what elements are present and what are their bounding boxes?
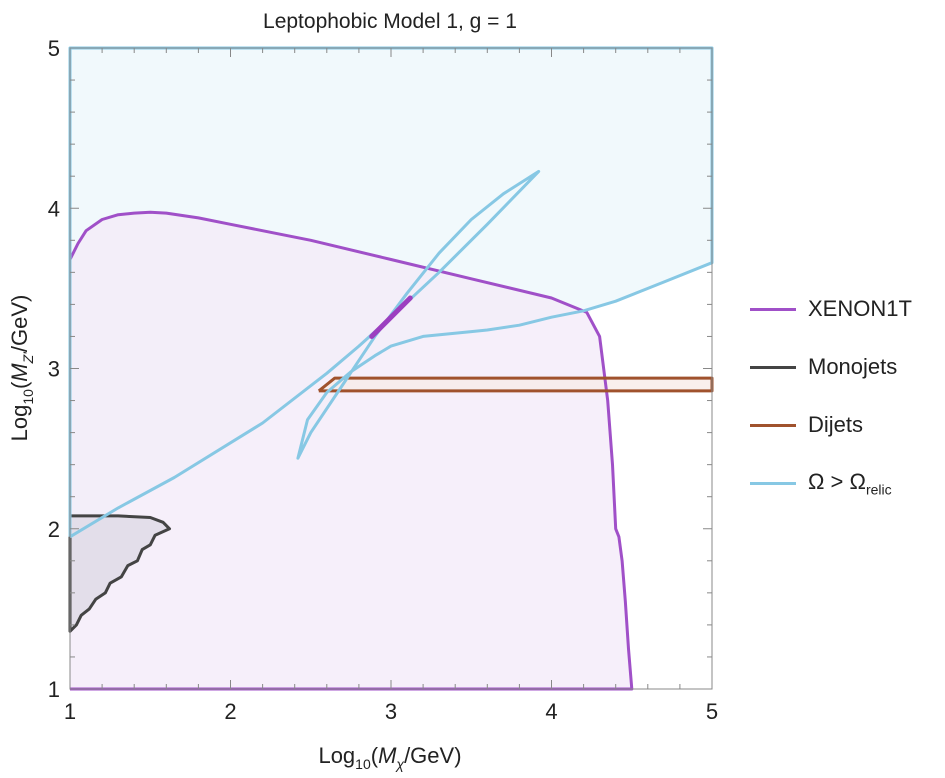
axis-ticks <box>69 47 713 690</box>
legend-swatch-xenon1t <box>750 307 796 311</box>
x-axis-label-unit: /GeV) <box>404 743 461 768</box>
x-tick-label: 4 <box>545 699 557 724</box>
y-axis-label-unit: /GeV) <box>7 295 32 352</box>
region-fill-monojets <box>70 515 170 632</box>
y-axis-label-open: ( <box>7 381 32 389</box>
region-outline-xenon1t <box>68 210 634 691</box>
y-tick-label: 2 <box>48 517 60 542</box>
x-tick-label: 2 <box>224 699 236 724</box>
legend-item-xenon1t: XENON1T <box>750 280 912 338</box>
y-tick-label: 3 <box>48 357 60 382</box>
legend-label-dijets: Dijets <box>808 412 864 437</box>
y-axis-label-variable: M <box>7 363 32 382</box>
legend-swatch-dijets <box>750 423 796 427</box>
y-tick-label: 4 <box>48 196 60 221</box>
x-axis-label-variable-subscript: χ <box>394 756 404 772</box>
legend-label-xenon1t: XENON1T <box>808 296 912 321</box>
x-axis-label-variable: M <box>378 743 397 768</box>
legend-swatch-relic <box>750 481 796 485</box>
x-tick-label: 5 <box>706 699 718 724</box>
annotation-segment-0 <box>369 295 413 339</box>
legend-label-monojets: Monojets <box>808 354 898 379</box>
region-fill-dijets <box>318 378 712 391</box>
legend-label-relic: Ω > Ωrelic <box>808 469 892 497</box>
x-axis-label: Log10(Mχ/GeV) <box>318 743 461 772</box>
y-tick-label: 1 <box>48 677 60 702</box>
y-tick-label: 5 <box>48 36 60 61</box>
region-outline-monojets <box>68 514 171 633</box>
x-axis-label-prefix: Log <box>318 743 355 768</box>
x-tick-label: 3 <box>385 699 397 724</box>
legend-label-relic-main: Ω > Ω <box>808 468 866 494</box>
annotations <box>369 295 413 339</box>
chart-title: Leptophobic Model 1, g = 1 <box>263 10 517 33</box>
legend-swatch-monojets <box>750 365 796 369</box>
x-axis-label-subscript: 10 <box>355 756 371 772</box>
y-axis-label-subscript: 10 <box>20 389 36 405</box>
legend-item-relic: Ω > Ωrelic <box>750 454 912 512</box>
legend-item-dijets: Dijets <box>750 396 912 454</box>
region-fills <box>70 48 712 690</box>
x-axis-label-open: ( <box>371 743 379 768</box>
axis-tick-labels: 1 2 3 4 5 1 2 3 4 5 <box>48 36 718 724</box>
y-axis-label-variable-subscript: Z' <box>20 351 36 365</box>
x-tick-label: 1 <box>64 699 76 724</box>
y-axis-label-prefix: Log <box>7 405 32 442</box>
legend-label-relic-subscript: relic <box>865 481 892 498</box>
legend: XENON1T Monojets Dijets Ω > Ωrelic <box>750 280 912 512</box>
region-fill-xenon1t <box>70 212 632 690</box>
legend-item-monojets: Monojets <box>750 338 912 396</box>
y-axis-label: Log10(MZ'/GeV) <box>7 295 36 442</box>
